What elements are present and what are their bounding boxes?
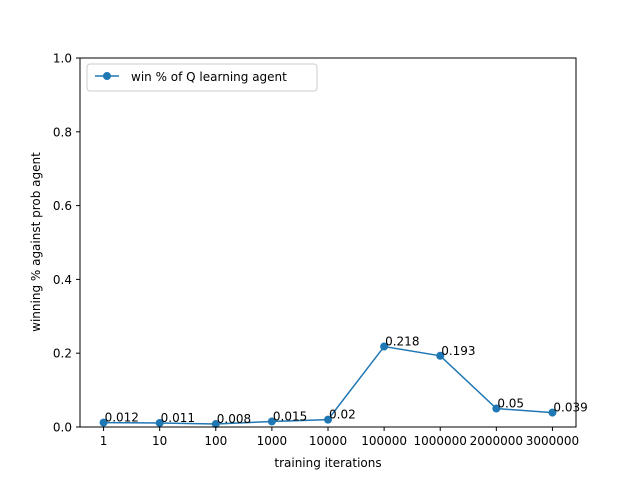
- y-axis-label: winning % against prob agent: [29, 152, 43, 332]
- legend: win % of Q learning agent: [86, 63, 318, 92]
- data-label: 0.039: [553, 401, 587, 415]
- data-label: 0.05: [497, 397, 524, 411]
- data-point: [380, 342, 389, 351]
- data-label: 0.008: [217, 412, 251, 426]
- y-tick-label: 0.4: [53, 273, 72, 287]
- x-tick-label: 1000: [257, 434, 288, 448]
- y-tick-label: 0.8: [53, 125, 72, 139]
- y-tick-label: 0.0: [53, 421, 72, 435]
- legend-marker-swatch: [103, 72, 111, 80]
- data-point: [492, 404, 501, 413]
- x-tick-label: 100: [204, 434, 227, 448]
- data-point: [155, 418, 164, 427]
- data-label: 0.193: [441, 344, 475, 358]
- data-label: 0.011: [161, 411, 195, 425]
- legend-frame: [86, 63, 318, 92]
- x-tick-label: 3000000: [526, 434, 579, 448]
- data-point: [548, 408, 557, 417]
- legend-label: win % of Q learning agent: [131, 70, 287, 84]
- axes-frame: [79, 57, 577, 428]
- x-axis-label: training iterations: [274, 456, 381, 470]
- x-tick-label: 100000: [361, 434, 407, 448]
- y-tick-label: 0.6: [53, 199, 72, 213]
- data-point: [324, 415, 332, 424]
- data-point: [436, 351, 445, 360]
- data-label: 0.218: [385, 335, 419, 349]
- axes: 0.0 0.2 0.4 0.6 0.8 1.0 1 10 100 1000 10000 100000 1…: [53, 52, 579, 449]
- plot-area: 0.012 0.011 0.008 0.015 0.02 0.218 0.193 0.05 0.…: [99, 335, 588, 429]
- x-tick-label: 1000000: [413, 434, 466, 448]
- data-label: 0.012: [105, 411, 139, 425]
- x-tick-label: 10000: [309, 434, 347, 448]
- y-tick-label: 0.2: [53, 347, 72, 361]
- data-label: 0.02: [329, 408, 356, 422]
- x-tick-label: 1: [100, 434, 108, 448]
- y-tick-label: 1.0: [53, 52, 72, 66]
- data-label: 0.015: [273, 409, 307, 423]
- x-tick-label: 10: [152, 434, 167, 448]
- x-tick-label: 2000000: [470, 434, 523, 448]
- data-point: [211, 420, 220, 429]
- data-point: [267, 417, 276, 426]
- data-point: [99, 418, 108, 427]
